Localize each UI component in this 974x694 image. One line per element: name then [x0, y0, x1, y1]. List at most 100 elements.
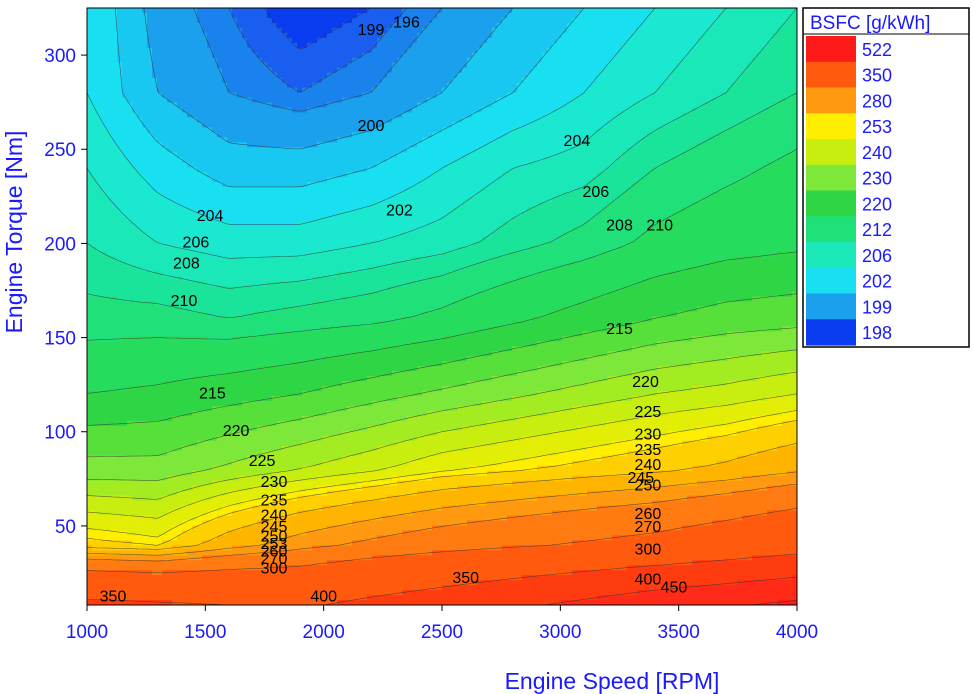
contour-cell: [97, 32, 103, 39]
contour-cell: [252, 47, 258, 54]
contour-cell: [212, 172, 218, 178]
contour-cell: [502, 122, 508, 128]
contour-cell: [187, 32, 193, 39]
contour-cell: [527, 122, 533, 128]
contour-cell: [712, 67, 718, 74]
contour-cell: [572, 77, 578, 84]
contour-cell: [287, 72, 293, 79]
contour-cell: [167, 137, 173, 143]
contour-cell: [117, 32, 123, 39]
contour-cell: [127, 67, 133, 74]
contour-cell: [267, 22, 273, 29]
contour-cell: [517, 97, 523, 104]
contour-cell: [787, 157, 793, 163]
contour-cell: [137, 37, 143, 44]
contour-cell: [187, 82, 193, 89]
contour-cell: [697, 112, 703, 119]
contour-cell: [152, 12, 158, 19]
contour-cell: [242, 137, 248, 143]
contour-cell: [422, 142, 428, 148]
contour-cell: [112, 167, 118, 173]
contour-cell: [542, 8, 548, 14]
contour-cell: [627, 117, 633, 124]
contour-cell: [257, 42, 263, 49]
contour-cell: [237, 147, 243, 153]
contour-cell: [627, 167, 633, 173]
contour-cell: [712, 62, 718, 69]
contour-cell: [727, 27, 733, 34]
contour-cell: [582, 8, 588, 14]
contour-cell: [512, 22, 518, 29]
contour-cell: [547, 167, 553, 173]
contour-cell: [507, 22, 513, 29]
contour-cell: [757, 82, 763, 89]
contour-cell: [227, 92, 233, 99]
contour-cell: [272, 102, 278, 109]
contour-cell: [147, 112, 153, 119]
contour-cell: [217, 157, 223, 163]
contour-cell: [717, 87, 723, 94]
contour-cell: [182, 132, 188, 138]
contour-cell: [192, 122, 198, 128]
contour-cell: [187, 102, 193, 109]
contour-cell: [402, 8, 408, 14]
contour-cell: [252, 137, 258, 143]
contour-cell: [312, 102, 318, 109]
contour-cell: [552, 127, 558, 133]
contour-cell: [622, 172, 628, 178]
contour-cell: [97, 157, 103, 163]
contour-cell: [262, 62, 268, 69]
contour-cell: [277, 172, 283, 178]
contour-cell: [242, 162, 248, 168]
contour-cell: [602, 47, 608, 54]
contour-cell: [712, 122, 718, 128]
contour-cell: [567, 22, 573, 29]
contour-cell: [497, 52, 503, 59]
contour-cell: [642, 107, 648, 114]
contour-cell: [692, 67, 698, 74]
contour-cell: [242, 132, 248, 138]
contour-cell: [167, 22, 173, 29]
contour-cell: [722, 22, 728, 29]
contour-cell: [537, 162, 543, 168]
contour-cell: [747, 162, 753, 168]
contour-cell: [782, 92, 788, 99]
contour-cell: [87, 132, 93, 138]
contour-cell: [157, 182, 163, 188]
contour-cell: [217, 102, 223, 109]
contour-cell: [267, 127, 273, 133]
contour-cell: [167, 142, 173, 148]
contour-cell: [472, 172, 478, 178]
contour-cell: [452, 47, 458, 54]
contour-cell: [607, 162, 613, 168]
contour-cell: [337, 152, 343, 158]
contour-cell: [417, 117, 423, 124]
contour-cell: [607, 117, 613, 124]
contour-cell: [647, 152, 653, 158]
contour-cell: [432, 132, 438, 138]
contour-cell: [777, 57, 783, 64]
contour-cell: [337, 8, 343, 14]
contour-cell: [387, 57, 393, 64]
contour-cell: [422, 117, 428, 124]
contour-cell: [462, 8, 468, 14]
contour-cell: [177, 62, 183, 69]
contour-cell: [637, 127, 643, 133]
contour-cell: [757, 177, 763, 183]
contour-cell: [252, 167, 258, 173]
contour-cell: [642, 57, 648, 64]
contour-cell: [207, 52, 213, 59]
contour-cell: [492, 8, 498, 14]
contour-cell: [677, 57, 683, 64]
contour-cell: [772, 17, 778, 24]
contour-cell: [147, 52, 153, 59]
contour-cell: [337, 122, 343, 128]
contour-cell: [627, 97, 633, 104]
contour-cell: [192, 147, 198, 153]
contour-cell: [97, 167, 103, 173]
contour-cell: [437, 52, 443, 59]
contour-cell: [647, 147, 653, 153]
contour-cell: [702, 67, 708, 74]
contour-cell: [212, 62, 218, 69]
contour-cell: [642, 132, 648, 138]
